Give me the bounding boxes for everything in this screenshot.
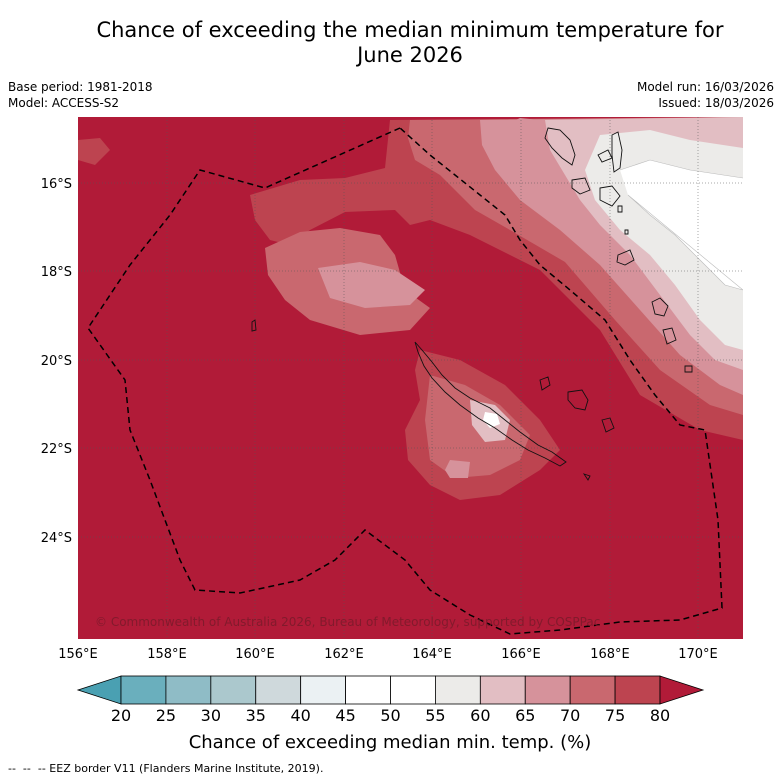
colorbar-swatch (524, 675, 571, 705)
meta-right: Model run: 16/03/2026 Issued: 18/03/2026 (637, 79, 774, 111)
colorbar (76, 675, 705, 705)
model-run: Model run: 16/03/2026 (636, 80, 774, 94)
colorbar-swatch (614, 675, 661, 705)
lon-label: 160°E (235, 647, 275, 662)
issued-date: Issued: 18/03/2026 (658, 96, 774, 110)
colorbar-tick-label: 50 (380, 706, 400, 725)
model-name: Model: ACCESS-S2 (8, 96, 120, 110)
lat-label: 22°S (41, 442, 72, 457)
meta-left: Base period: 1981-2018 Model: ACCESS-S2 (8, 79, 153, 111)
colorbar-tick-label: 60 (470, 706, 490, 725)
colorbar-swatch (569, 675, 616, 705)
lon-label: 168°E (590, 647, 630, 662)
colorbar-ticks: 20 25 30 35 40 45 50 55 60 65 70 75 80 (111, 706, 670, 725)
eez-legend-note: -- -- -- EEZ border V11 (Flanders Marine… (8, 762, 324, 775)
eez-border (87, 127, 723, 635)
new-caledonia-coast (414, 341, 567, 467)
coastlines (251, 127, 693, 481)
lat-label: 18°S (41, 265, 72, 280)
colorbar-tick-label: 75 (605, 706, 625, 725)
colorbar-tick-label: 55 (425, 706, 445, 725)
lat-label: 20°S (41, 354, 72, 369)
map-area: © Commonwealth of Australia 2026, Bureau… (78, 117, 743, 639)
colorbar-swatch (300, 675, 346, 705)
colorbar-tick-label: 70 (560, 706, 580, 725)
colorbar-label: Chance of exceeding median min. temp. (%… (189, 732, 592, 753)
colorbar-swatch (479, 675, 526, 705)
lon-label: 170°E (678, 647, 718, 662)
colorbar-tick-label: 80 (650, 706, 670, 725)
vanuatu-south (651, 297, 693, 373)
lon-label: 166°E (501, 647, 541, 662)
colorbar-extend-high (659, 675, 705, 705)
colorbar-tick-label: 20 (111, 706, 131, 725)
colorbar-swatch (165, 675, 212, 705)
colorbar-tick-label: 40 (290, 706, 310, 725)
colorbar-tick-label: 65 (515, 706, 535, 725)
lon-labels: 156°E 158°E 160°E 162°E 164°E 166°E 168°… (58, 647, 718, 662)
title-line-2: June 2026 (357, 43, 463, 67)
loyalty-islands (539, 376, 615, 481)
colorbar-tick-label: 25 (156, 706, 176, 725)
colorbar-tick-label: 45 (335, 706, 355, 725)
copyright-text: © Commonwealth of Australia 2026, Bureau… (95, 615, 600, 629)
small-islets (251, 205, 629, 332)
base-period: Base period: 1981-2018 (8, 80, 153, 94)
colorbar-extend-low (76, 675, 122, 705)
lon-label: 158°E (147, 647, 187, 662)
map-title: Chance of exceeding the median minimum t… (40, 18, 780, 68)
lat-label: 24°S (41, 531, 72, 546)
colorbar-swatch (435, 675, 481, 705)
lat-labels: 16°S 18°S 20°S 22°S 24°S (41, 177, 72, 546)
lon-label: 156°E (58, 647, 98, 662)
colorbar-swatch (390, 675, 436, 705)
vanuatu-north (544, 127, 635, 266)
colorbar-tick-label: 35 (246, 706, 266, 725)
lon-label: 164°E (412, 647, 452, 662)
colorbar-swatch (210, 675, 257, 705)
lat-label: 16°S (41, 177, 72, 192)
colorbar-swatch (120, 675, 167, 705)
colorbar-tick-label: 30 (201, 706, 221, 725)
contour-50 (483, 160, 743, 428)
title-line-1: Chance of exceeding the median minimum t… (96, 18, 724, 42)
colorbar-swatch (255, 675, 302, 705)
colorbar-swatch (345, 675, 391, 705)
lon-label: 162°E (324, 647, 364, 662)
